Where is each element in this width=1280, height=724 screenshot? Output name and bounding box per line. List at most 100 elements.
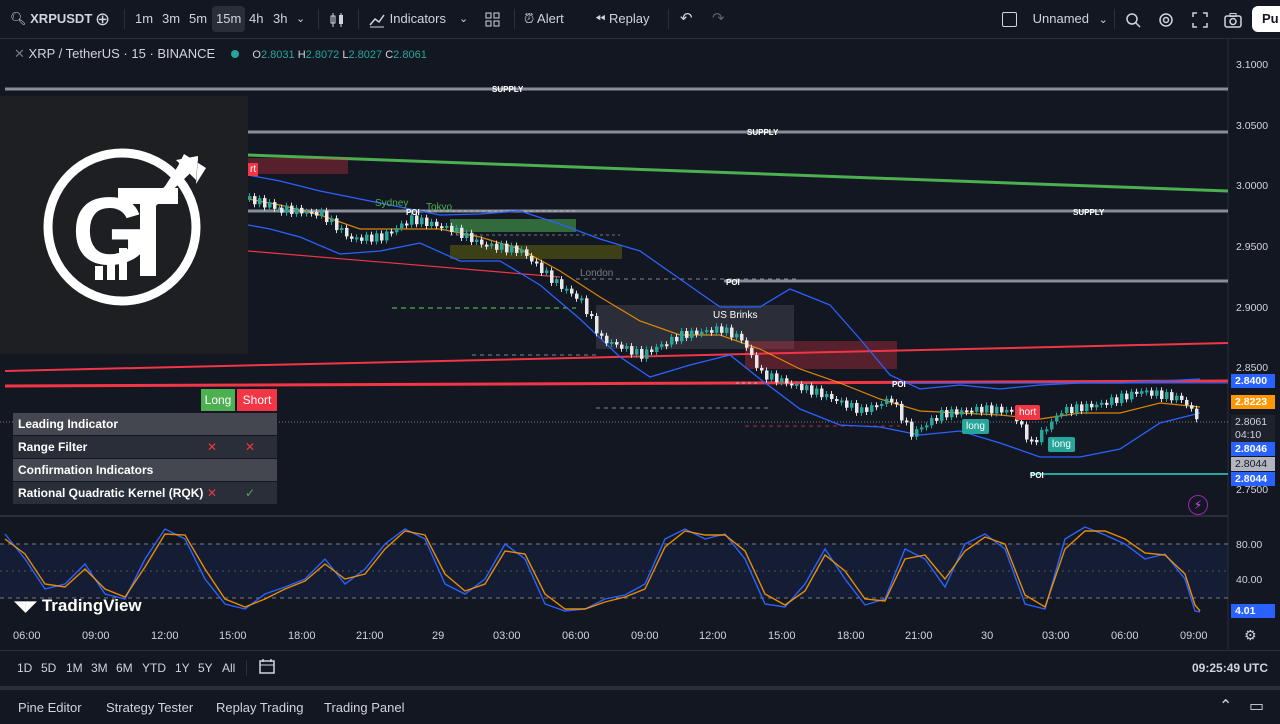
undo-icon[interactable]: ↶ (680, 10, 693, 27)
symbol-search[interactable]: 🔍︎ XRPUSDT (10, 6, 92, 32)
interval-dropdown-chevron-icon[interactable]: ⌄ (296, 13, 306, 25)
stoch-d-line (4, 530, 1201, 612)
candle-body (1180, 395, 1184, 400)
time-axis-label: 12:00 (699, 630, 727, 642)
interval-4h[interactable]: 4h (249, 11, 264, 26)
time-axis-label: 09:00 (82, 630, 110, 642)
chart-canvas[interactable] (0, 39, 1280, 649)
range-1d[interactable]: 1D (17, 661, 33, 675)
candle-body (420, 217, 424, 225)
candlestick-series[interactable] (248, 193, 1199, 446)
candle-body (1020, 421, 1024, 425)
range-1y[interactable]: 1Y (175, 661, 190, 675)
range-5y[interactable]: 5Y (198, 661, 213, 675)
settings-gear-icon[interactable] (1157, 6, 1175, 32)
lightning-alert-icon[interactable]: ⚡︎ (1188, 495, 1208, 515)
table-row-label: Confirmation Indicators (18, 463, 154, 477)
collapse-legend-icon[interactable]: ✕ (14, 46, 25, 61)
camera-snapshot-icon[interactable] (1223, 6, 1243, 32)
london-session-label: London (580, 268, 614, 279)
red-horizontal-line[interactable] (4, 379, 1229, 388)
time-axis-label: 12:00 (151, 630, 179, 642)
candle-body (710, 330, 714, 333)
time-axis-label: 21:00 (356, 630, 384, 642)
bottom-panel-tabs: Pine Editor Strategy Tester Replay Tradi… (0, 686, 1280, 724)
candle-body (705, 330, 709, 333)
candle-body (310, 211, 314, 214)
maximize-panel-icon[interactable]: ▭ (1249, 698, 1265, 715)
basis-line (247, 198, 1201, 420)
indicators-button[interactable]: Indicators (368, 6, 446, 32)
candle-body (675, 336, 679, 342)
tab-strategy-tester[interactable]: Strategy Tester (106, 700, 194, 715)
time-axis-label: 18:00 (288, 630, 316, 642)
indicators-icon (368, 11, 390, 28)
candle-body (1185, 399, 1189, 406)
candle-body (975, 406, 979, 412)
expand-panel-chevron-icon[interactable]: ⌃ (1219, 698, 1233, 715)
tab-replay-trading[interactable]: Replay Trading (216, 700, 304, 715)
compare-add-icon[interactable]: ⊕ (95, 9, 111, 29)
time-axis-label: 03:00 (493, 630, 521, 642)
range-3m[interactable]: 3M (91, 661, 108, 675)
range-bar: 1D 5D 1M 3M 6M YTD 1Y 5Y All 09:25:49 UT… (0, 650, 1280, 685)
candle-body (320, 210, 324, 216)
templates-grid-icon[interactable] (484, 6, 502, 32)
green-trendline[interactable] (247, 153, 1229, 193)
tab-trading-panel[interactable]: Trading Panel (324, 700, 405, 715)
time-axis-label: 29 (432, 630, 445, 642)
range-all[interactable]: All (222, 661, 236, 675)
candle-body (640, 349, 644, 359)
candle-body (520, 249, 524, 253)
range-1m[interactable]: 1M (66, 661, 83, 675)
interval-3h[interactable]: 3h (273, 11, 288, 26)
interval-3m[interactable]: 3m (162, 11, 181, 26)
tokyo-session-label: Tokyo (426, 202, 453, 213)
candle-body (585, 298, 589, 315)
layout-name: Unnamed (1032, 11, 1089, 26)
candle-style-icon[interactable] (328, 6, 346, 32)
range-5d[interactable]: 5D (41, 661, 57, 675)
range-6m[interactable]: 6M (116, 661, 133, 675)
candle-body (550, 270, 554, 283)
candle-body (535, 261, 539, 264)
poi-label-3: POI (892, 380, 906, 389)
candle-body (750, 347, 754, 356)
replay-button[interactable]: ⏪︎ Replay (595, 6, 650, 32)
candle-body (450, 225, 454, 232)
candle-body (980, 406, 984, 413)
candle-body (355, 237, 359, 240)
utc-clock[interactable]: 09:25:49 UTC (1192, 661, 1269, 675)
quick-search-icon[interactable] (1124, 6, 1142, 32)
fullscreen-icon[interactable] (1191, 6, 1209, 32)
interval-5m[interactable]: 5m (189, 11, 208, 26)
price-axis-label: 3.0000 (1236, 180, 1269, 192)
red-trendline[interactable] (4, 342, 1229, 372)
oscillator-value-tag: 4.01 (1231, 604, 1275, 618)
interval-1m[interactable]: 1m (135, 11, 154, 26)
publish-button[interactable]: Pu (1252, 6, 1280, 32)
candle-body (495, 243, 499, 250)
candle-body (560, 279, 564, 289)
candle-body (655, 346, 659, 353)
alert-button[interactable]: ⏰︎ Alert (524, 6, 564, 32)
short-status-x-icon: ✕ (245, 440, 256, 454)
candle-body (955, 409, 959, 415)
time-axis-label: 18:00 (837, 630, 865, 642)
candle-body (810, 385, 814, 395)
candle-body (830, 394, 834, 400)
symbol-legend[interactable]: ✕ XRP / TetherUS · 15 · BINANCE O2.8031 … (14, 46, 427, 62)
range-ytd[interactable]: YTD (142, 661, 166, 675)
axis-settings-gear-icon[interactable]: ⚙︎ (1244, 627, 1257, 643)
redo-icon[interactable]: ↷ (712, 10, 725, 27)
date-range-calendar-icon[interactable] (258, 657, 276, 678)
interval-15m[interactable]: 15m (212, 6, 246, 32)
candle-body (445, 225, 449, 228)
layout-button[interactable]: Unnamed ⌄ (1002, 6, 1108, 32)
candle-body (380, 233, 384, 241)
time-axis-label: 15:00 (768, 630, 796, 642)
tab-pine-editor[interactable]: Pine Editor (18, 700, 82, 715)
candle-body (325, 210, 329, 223)
candle-body (685, 331, 689, 338)
indicators-chevron-icon[interactable]: ⌄ (459, 13, 469, 25)
